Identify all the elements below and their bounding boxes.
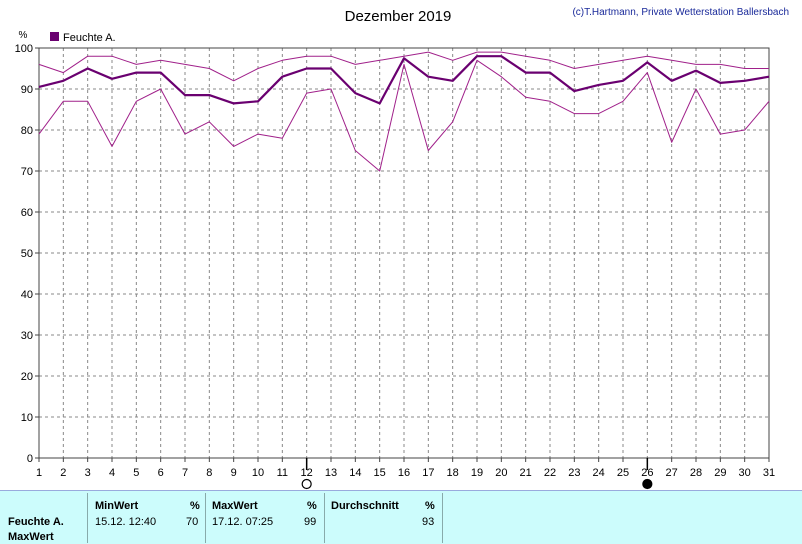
max-value: 99 xyxy=(304,516,317,528)
new-moon-icon xyxy=(642,478,653,490)
full-moon-icon xyxy=(301,478,312,490)
y-axis-ticks: 0 10 20 30 40 50 60 70 80 90 100 xyxy=(15,43,39,465)
x-tick-label: 9 xyxy=(231,467,237,479)
max-unit: % xyxy=(307,500,317,512)
legend-swatch xyxy=(50,32,59,41)
row-label-maxwert: MaxWert xyxy=(8,531,54,543)
y-tick-label: 10 xyxy=(21,412,33,424)
y-tick-label: 100 xyxy=(15,43,33,55)
panel-divider xyxy=(87,493,88,543)
y-tick-label: 50 xyxy=(21,248,33,260)
legend-label: Feuchte A. xyxy=(63,32,116,44)
y-tick-label: 90 xyxy=(21,84,33,96)
series-line-3 xyxy=(38,59,770,172)
avg-value: 93 xyxy=(422,516,435,528)
x-tick-label: 16 xyxy=(398,467,410,479)
x-tick-label: 28 xyxy=(690,467,702,479)
panel-divider xyxy=(205,493,206,543)
x-tick-label: 26 xyxy=(641,467,653,479)
x-tick-label: 7 xyxy=(182,467,188,479)
min-value: 70 xyxy=(186,516,199,528)
x-tick-label: 23 xyxy=(568,467,580,479)
chart-title: Dezember 2019 xyxy=(345,8,452,25)
x-tick-label: 17 xyxy=(422,467,434,479)
x-tick-label: 6 xyxy=(158,467,164,479)
panel-divider xyxy=(324,493,325,543)
x-tick-label: 19 xyxy=(471,467,483,479)
min-header: MinWert xyxy=(95,500,139,512)
x-tick-label: 13 xyxy=(325,467,337,479)
chart-area: Dezember 2019 (c)T.Hartmann, Private Wet… xyxy=(15,7,789,490)
x-tick-label: 24 xyxy=(593,467,605,479)
max-time: 17.12. 07:25 xyxy=(212,516,274,528)
series-line-2 xyxy=(38,51,769,82)
series-line-1 xyxy=(38,55,770,105)
x-tick-label: 14 xyxy=(349,467,361,479)
y-tick-label: 60 xyxy=(21,207,33,219)
y-tick-label: 40 xyxy=(21,289,33,301)
avg-unit: % xyxy=(425,500,435,512)
legend: Feuchte A. xyxy=(50,32,116,44)
row-label: Feuchte A. xyxy=(8,516,64,528)
credit-text: (c)T.Hartmann, Private Wetterstation Bal… xyxy=(572,7,789,18)
x-tick-label: 29 xyxy=(714,467,726,479)
statistics-panel: MinWert % MaxWert % Durchschnitt % Feuch… xyxy=(0,490,802,544)
y-tick-label: 0 xyxy=(27,453,33,465)
x-tick-label: 22 xyxy=(544,467,556,479)
data-series xyxy=(38,51,770,172)
x-tick-label: 11 xyxy=(277,467,288,479)
min-time: 15.12. 12:40 xyxy=(95,516,157,528)
x-tick-label: 21 xyxy=(520,467,532,479)
x-axis-ticks: 1 2 3 4 5 6 7 8 9 10 11 12 13 14 15 16 17 18 19 20 21 22 23 24 2… xyxy=(36,458,775,479)
x-tick-label: 27 xyxy=(666,467,678,479)
y-tick-label: 70 xyxy=(21,166,33,178)
max-header: MaxWert xyxy=(212,500,258,512)
x-tick-label: 20 xyxy=(495,467,507,479)
x-tick-label: 10 xyxy=(252,467,264,479)
grid-lines xyxy=(39,48,769,458)
y-tick-label: 30 xyxy=(21,330,33,342)
avg-header: Durchschnitt xyxy=(331,500,399,512)
x-tick-label: 5 xyxy=(133,467,139,479)
x-tick-label: 18 xyxy=(447,467,459,479)
x-tick-label: 15 xyxy=(374,467,386,479)
x-tick-label: 31 xyxy=(763,467,775,479)
x-tick-label: 25 xyxy=(617,467,629,479)
moon-markers xyxy=(301,458,653,490)
x-tick-label: 1 xyxy=(36,467,42,479)
x-tick-label: 4 xyxy=(109,467,115,479)
x-tick-label: 3 xyxy=(85,467,91,479)
x-tick-label: 2 xyxy=(60,467,66,479)
x-tick-label: 12 xyxy=(301,467,313,479)
panel-divider xyxy=(442,493,443,543)
y-tick-label: 80 xyxy=(21,125,33,137)
x-tick-label: 8 xyxy=(206,467,212,479)
y-tick-label: 20 xyxy=(21,371,33,383)
x-tick-label: 30 xyxy=(739,467,751,479)
min-unit: % xyxy=(190,500,200,512)
y-axis-unit: % xyxy=(19,30,28,41)
